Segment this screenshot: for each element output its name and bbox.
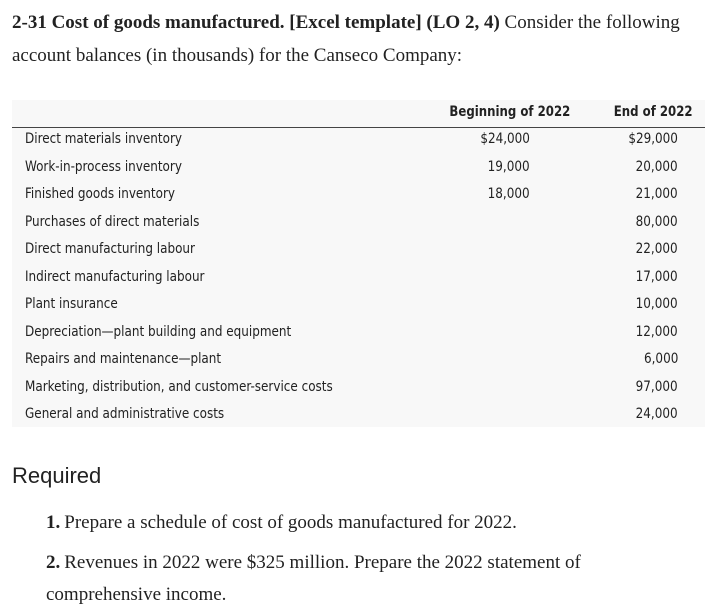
end-value: 10,000 [636, 296, 678, 312]
heading: 2-31 Cost of goods manufactured. [Excel … [12, 6, 702, 72]
row-label: Plant insurance [25, 296, 118, 312]
beginning-value: $24,000 [480, 131, 530, 147]
row-label: General and administrative costs [25, 406, 225, 422]
row-label: Marketing, distribution, and customer-se… [25, 378, 333, 395]
item-number: 1. [46, 512, 61, 533]
heading-text: Consider the following account balances … [12, 12, 680, 66]
required-title: Required [12, 463, 102, 488]
row-label: Direct manufacturing labour [25, 241, 195, 257]
required-item: 2. Revenues in 2022 were $325 million. Pr… [46, 547, 666, 611]
row-label: Work-in-process inventory [25, 158, 182, 175]
row-label: Depreciation—plant building and equipmen… [25, 323, 292, 340]
end-value: 6,000 [643, 351, 678, 367]
end-value: 80,000 [636, 213, 678, 230]
heading-bold: 2-31 Cost of goods manufactured. [Excel … [12, 12, 500, 33]
row-label: Purchases of direct materials [25, 213, 200, 230]
column-header: End of 2022 [614, 104, 693, 120]
beginning-value: 18,000 [488, 186, 530, 202]
end-value: 97,000 [636, 378, 678, 395]
end-value: 17,000 [636, 268, 678, 285]
row-label: Finished goods inventory [25, 186, 176, 202]
item-number: 2. [46, 552, 61, 573]
item-text: Prepare a schedule of cost of goods manu… [64, 512, 517, 533]
header-rule [12, 127, 705, 128]
end-value: 21,000 [636, 186, 678, 202]
row-label: Repairs and maintenance—plant [25, 351, 222, 367]
column-header: Beginning of 2022 [449, 104, 570, 120]
table: Beginning of 2022 End of 2022 Direct mat… [12, 100, 705, 427]
end-value: 22,000 [636, 241, 678, 257]
beginning-value: 19,000 [488, 158, 530, 175]
end-value: $29,000 [628, 131, 678, 147]
row-label: Indirect manufacturing labour [25, 268, 205, 285]
end-value: 12,000 [636, 323, 678, 340]
item-text: Revenues in 2022 were $325 million. Prep… [46, 552, 581, 605]
required-item: 1. Prepare a schedule of cost of goods ma… [46, 507, 666, 539]
end-value: 24,000 [636, 406, 678, 422]
row-label: Direct materials inventory [25, 131, 182, 147]
end-value: 20,000 [636, 158, 678, 175]
